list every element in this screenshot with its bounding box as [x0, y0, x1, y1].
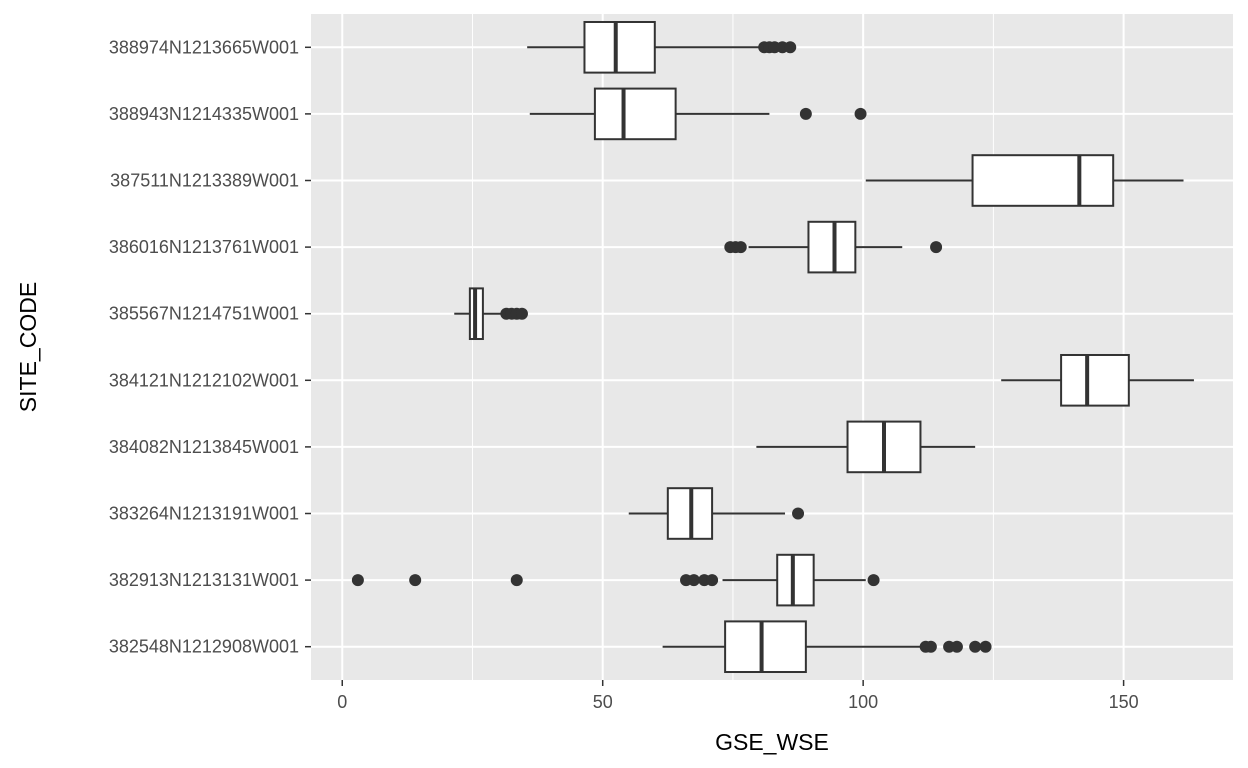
x-tick-label: 150	[1109, 692, 1139, 712]
x-tick-label: 50	[593, 692, 613, 712]
box-group	[756, 420, 976, 474]
y-tick-label: 386016N1213761W001	[109, 237, 299, 257]
outlier-point	[867, 574, 880, 587]
outlier-point	[409, 574, 422, 587]
box	[776, 553, 815, 607]
outlier-point	[930, 241, 943, 254]
box-group	[724, 220, 943, 274]
box-group	[628, 487, 805, 540]
outlier-point	[510, 574, 523, 587]
box	[724, 620, 807, 674]
outlier-point	[792, 507, 805, 520]
outlier-point	[854, 107, 867, 120]
outlier-point	[687, 574, 700, 587]
box-group	[662, 620, 992, 674]
outlier-point	[799, 107, 812, 120]
outlier-point	[969, 640, 982, 653]
box	[1060, 353, 1130, 407]
y-tick-label: 387511N1213389W001	[110, 171, 299, 191]
outlier-point	[351, 574, 364, 587]
y-tick-label: 385567N1214751W001	[109, 304, 299, 324]
box-group	[351, 553, 880, 607]
outlier-point	[706, 574, 719, 587]
x-axis-title: GSE_WSE	[715, 729, 829, 755]
box-group	[454, 287, 528, 341]
box-group	[865, 154, 1184, 207]
outlier-point	[950, 640, 963, 653]
box	[593, 87, 677, 141]
x-axis: 0 50 100 150	[337, 680, 1139, 712]
box	[807, 220, 857, 274]
y-tick-label: 384082N1213845W001	[109, 437, 299, 457]
box-group	[1001, 353, 1194, 407]
x-tick-label: 100	[848, 692, 878, 712]
plot-panel	[311, 14, 1233, 680]
y-tick-label: 382548N1212908W001	[109, 637, 299, 657]
box-group	[527, 20, 797, 74]
y-tick-label: 383264N1213191W001	[109, 504, 299, 524]
box	[583, 20, 656, 74]
y-tick-label: 388943N1214335W001	[109, 104, 299, 124]
outlier-point	[515, 307, 528, 320]
box-group	[529, 87, 867, 141]
y-tick-label: 384121N1212102W001	[109, 370, 299, 390]
outlier-point	[734, 241, 747, 254]
x-tick-label: 0	[337, 692, 347, 712]
boxes	[351, 20, 1194, 674]
outlier-point	[979, 640, 992, 653]
y-tick-label: 388974N1213665W001	[109, 37, 299, 57]
outlier-point	[924, 640, 937, 653]
box	[971, 154, 1115, 207]
y-tick-label: 382913N1213131W001	[109, 570, 299, 590]
y-axis: 388974N1213665W001 388943N1214335W001 3875…	[109, 37, 311, 657]
outlier-point	[784, 41, 797, 54]
y-axis-title: SITE_CODE	[15, 282, 41, 412]
